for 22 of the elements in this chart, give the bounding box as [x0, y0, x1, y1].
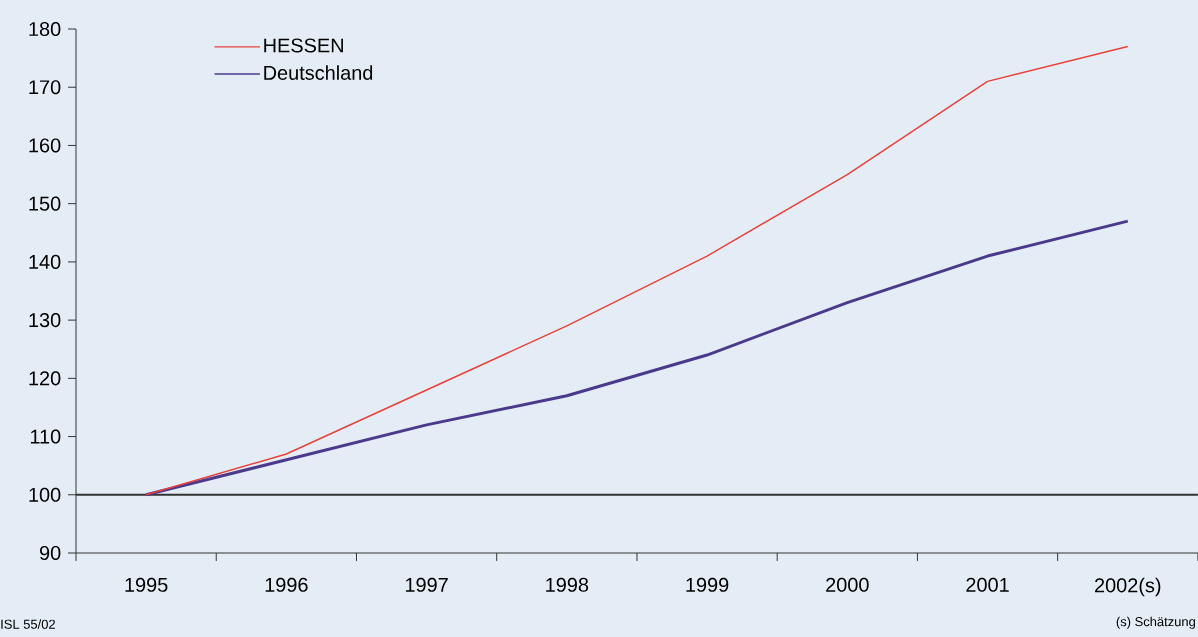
legend-label: HESSEN	[264, 38, 343, 53]
text: ISL 55/02	[1, 619, 55, 629]
y-tick-label: 90	[39, 545, 61, 561]
y-tick-label: 170	[29, 80, 61, 95]
legend-label: Deutschland	[264, 65, 373, 80]
text: (s) Schätzung	[1116, 616, 1195, 629]
y-tick-label: 140	[29, 254, 61, 269]
x-tick-label: 1996	[265, 577, 308, 592]
y-tick-label: 150	[29, 196, 61, 211]
y-tick-label: 160	[29, 138, 61, 153]
y-tick-label: 100	[29, 487, 61, 502]
x-tick-label: 1998	[546, 577, 589, 592]
x-tick-label: 1995	[125, 577, 168, 592]
x-tick-label: 1999	[686, 577, 729, 592]
x-tick-label: 2000	[826, 577, 869, 592]
x-tick-label: 2001	[966, 577, 1009, 592]
y-tick-label: 130	[29, 313, 61, 328]
y-tick-label: 120	[29, 371, 61, 386]
y-tick-label: 110	[30, 429, 61, 444]
x-tick-label: 1997	[405, 577, 448, 592]
y-tick-label: 180	[29, 21, 61, 37]
x-tick-label: 2002(s)	[1095, 577, 1161, 597]
